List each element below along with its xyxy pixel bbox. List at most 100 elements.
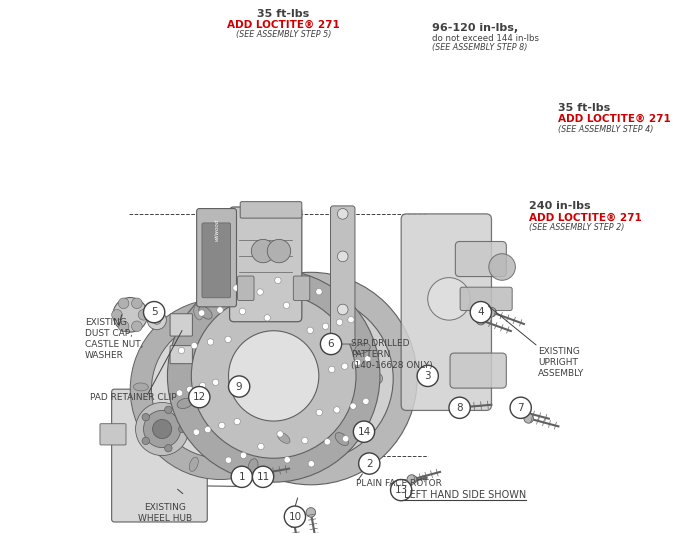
- Circle shape: [266, 468, 272, 475]
- Text: 11: 11: [256, 472, 270, 482]
- Circle shape: [348, 317, 354, 323]
- Ellipse shape: [280, 339, 293, 350]
- Circle shape: [358, 453, 380, 474]
- Circle shape: [218, 422, 225, 429]
- FancyBboxPatch shape: [170, 345, 192, 364]
- Circle shape: [328, 366, 335, 373]
- FancyBboxPatch shape: [450, 353, 506, 388]
- Circle shape: [489, 254, 515, 280]
- Circle shape: [321, 333, 342, 355]
- Text: 9: 9: [236, 381, 242, 391]
- Circle shape: [233, 285, 239, 291]
- Text: (SEE ASSEMBLY STEP 8): (SEE ASSEMBLY STEP 8): [432, 43, 527, 52]
- Ellipse shape: [199, 307, 212, 319]
- Circle shape: [288, 508, 297, 517]
- FancyBboxPatch shape: [455, 241, 506, 277]
- Circle shape: [132, 298, 142, 309]
- Text: wilwood: wilwood: [215, 219, 220, 241]
- Circle shape: [337, 209, 348, 219]
- Circle shape: [136, 403, 189, 456]
- Circle shape: [363, 398, 369, 404]
- Circle shape: [372, 373, 383, 384]
- Ellipse shape: [194, 305, 202, 320]
- Text: ADD LOCTITE® 271: ADD LOCTITE® 271: [227, 19, 340, 29]
- Circle shape: [524, 414, 533, 423]
- Circle shape: [476, 316, 486, 325]
- Ellipse shape: [113, 297, 148, 332]
- Circle shape: [449, 397, 470, 419]
- FancyBboxPatch shape: [293, 276, 310, 301]
- Text: SRP DRILLED
PATTERN
(140-16628 ONLY): SRP DRILLED PATTERN (140-16628 ONLY): [351, 339, 433, 370]
- FancyBboxPatch shape: [111, 389, 207, 522]
- FancyBboxPatch shape: [460, 287, 512, 311]
- Text: 35 ft-lbs: 35 ft-lbs: [558, 104, 610, 113]
- Circle shape: [306, 508, 316, 517]
- Circle shape: [132, 321, 142, 332]
- Circle shape: [264, 315, 270, 321]
- Text: do not exceed 144 in-lbs: do not exceed 144 in-lbs: [432, 34, 539, 43]
- Circle shape: [277, 431, 284, 437]
- Circle shape: [428, 278, 470, 320]
- Circle shape: [225, 336, 231, 342]
- Circle shape: [251, 239, 274, 263]
- Circle shape: [167, 270, 380, 482]
- Circle shape: [228, 376, 250, 397]
- Circle shape: [253, 466, 274, 488]
- Circle shape: [191, 342, 197, 349]
- Circle shape: [258, 443, 264, 450]
- Circle shape: [391, 480, 412, 501]
- Circle shape: [486, 308, 496, 317]
- Circle shape: [142, 413, 150, 421]
- Circle shape: [258, 325, 364, 431]
- Circle shape: [302, 437, 308, 444]
- Circle shape: [240, 452, 246, 459]
- Circle shape: [337, 319, 343, 325]
- Circle shape: [144, 411, 181, 447]
- Text: ADD LOCTITE® 271: ADD LOCTITE® 271: [528, 213, 641, 223]
- Circle shape: [284, 302, 290, 309]
- Circle shape: [284, 457, 290, 463]
- Circle shape: [337, 251, 348, 262]
- Ellipse shape: [134, 383, 148, 391]
- Text: 7: 7: [517, 403, 524, 413]
- Text: 5: 5: [150, 307, 158, 317]
- Circle shape: [191, 294, 356, 458]
- Circle shape: [164, 406, 172, 413]
- FancyBboxPatch shape: [330, 206, 355, 344]
- Text: 6: 6: [328, 339, 335, 349]
- Circle shape: [365, 356, 371, 362]
- FancyBboxPatch shape: [237, 276, 254, 301]
- FancyBboxPatch shape: [170, 314, 192, 336]
- Circle shape: [151, 320, 290, 458]
- Text: EXISTING
DUST CAP,
CASTLE NUT,
WASHER: EXISTING DUST CAP, CASTLE NUT, WASHER: [85, 318, 144, 360]
- Text: (SEE ASSEMBLY STEP 5): (SEE ASSEMBLY STEP 5): [235, 30, 331, 39]
- Ellipse shape: [177, 398, 192, 409]
- Circle shape: [354, 359, 360, 366]
- Circle shape: [253, 469, 262, 479]
- Ellipse shape: [248, 459, 258, 474]
- Ellipse shape: [335, 433, 349, 445]
- Circle shape: [138, 310, 149, 320]
- Circle shape: [272, 316, 283, 326]
- Text: 14: 14: [358, 427, 370, 437]
- Circle shape: [130, 299, 311, 480]
- Circle shape: [212, 379, 219, 386]
- Ellipse shape: [289, 277, 300, 293]
- Circle shape: [231, 466, 253, 488]
- Ellipse shape: [355, 343, 370, 354]
- Circle shape: [267, 239, 290, 263]
- Circle shape: [204, 272, 417, 485]
- Circle shape: [417, 365, 438, 387]
- Circle shape: [144, 302, 164, 323]
- Circle shape: [207, 339, 214, 345]
- Circle shape: [452, 403, 462, 413]
- Circle shape: [301, 293, 307, 300]
- Circle shape: [324, 438, 330, 445]
- Text: 1: 1: [239, 472, 245, 482]
- Circle shape: [257, 289, 263, 295]
- Circle shape: [239, 308, 246, 315]
- Circle shape: [339, 431, 349, 442]
- Circle shape: [164, 444, 172, 452]
- Circle shape: [186, 355, 255, 423]
- Circle shape: [407, 475, 416, 484]
